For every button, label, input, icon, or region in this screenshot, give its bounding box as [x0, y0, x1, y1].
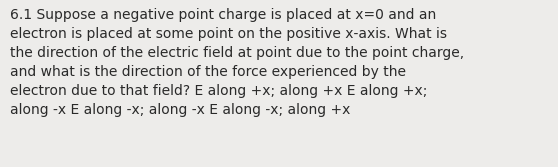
- Text: 6.1 Suppose a negative point charge is placed at x=0 and an
electron is placed a: 6.1 Suppose a negative point charge is p…: [10, 8, 464, 117]
